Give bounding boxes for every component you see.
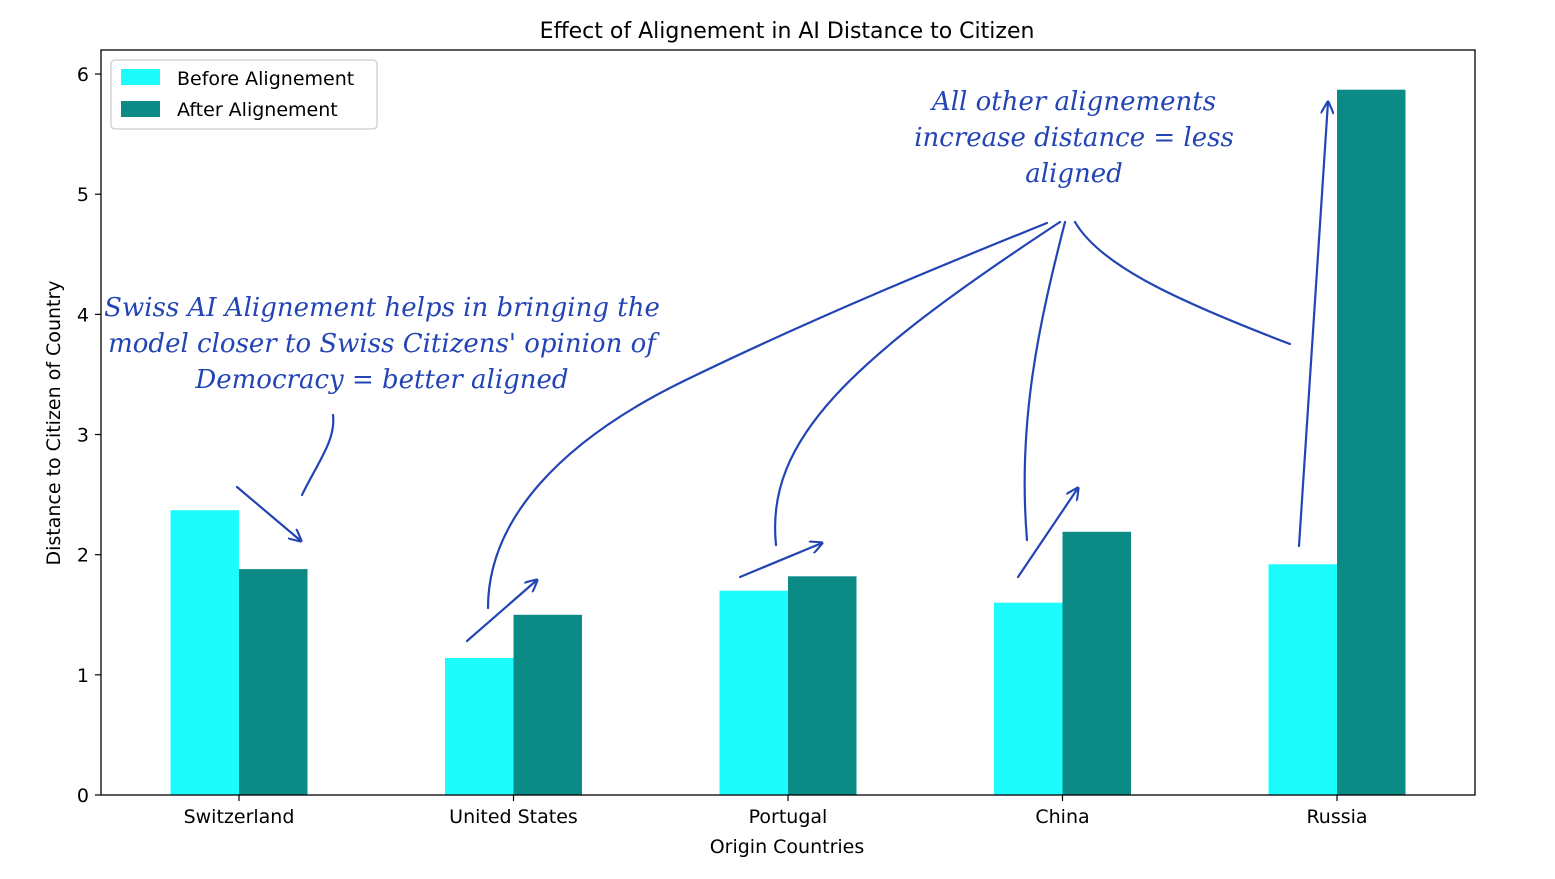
annotation-others-line-3: aligned (1025, 159, 1123, 189)
callout-curve-to-russia (1073, 220, 1292, 346)
x-tick-label-united-states: United States (449, 806, 578, 828)
bar-switzerland-after (239, 569, 308, 795)
y-tick-label-6: 6 (77, 64, 89, 86)
y-axis-label: Distance to Citizen of Country (43, 280, 65, 565)
bars-group (170, 89, 1406, 795)
x-tick-label-portugal: Portugal (749, 806, 828, 828)
legend-label-after: After Alignement (177, 99, 338, 121)
annotation-swiss: Swiss AI Alignement helps in bringing th… (104, 293, 660, 395)
bar-china-before (994, 602, 1063, 795)
annotation-swiss-line-3: Democracy = better aligned (194, 365, 568, 395)
bar-china-after (1062, 531, 1131, 795)
x-tick-label-russia: Russia (1306, 806, 1367, 828)
legend-label-before: Before Alignement (177, 68, 354, 90)
y-tick-label-4: 4 (77, 304, 89, 326)
annotation-others-line-1: All other alignements (930, 87, 1216, 117)
y-tick-label-5: 5 (77, 184, 89, 206)
annotation-others-line-2: increase distance = less (914, 123, 1234, 153)
legend: Before Alignement After Alignement (110, 59, 378, 130)
annotation-others: All other alignements increase distance … (914, 87, 1234, 189)
legend-swatch-after (121, 101, 160, 117)
y-tick-label-3: 3 (77, 425, 89, 447)
x-tick-label-china: China (1035, 806, 1089, 828)
bar-switzerland-before (170, 510, 239, 795)
arrow-portugal-increase (738, 543, 822, 579)
legend-frame (110, 59, 378, 130)
x-axis: Switzerland United States Portugal China Rus… (184, 795, 1368, 828)
y-tick-label-1: 1 (77, 665, 89, 687)
y-tick-label-0: 0 (77, 785, 89, 807)
arrow-china-increase (1016, 488, 1078, 579)
chart-title: Effect of Alignement in AI Distance to C… (540, 19, 1035, 44)
x-tick-label-switzerland: Switzerland (184, 806, 295, 828)
arrow-us-increase (465, 580, 537, 643)
y-tick-label-2: 2 (77, 545, 89, 567)
bar-russia-before (1268, 564, 1337, 795)
bar-portugal-after (788, 576, 857, 795)
bar-united-states-after (513, 614, 582, 795)
annotation-arrows (235, 102, 1328, 643)
callout-curve-to-portugal (773, 220, 1062, 547)
x-axis-label: Origin Countries (710, 836, 865, 858)
y-axis: 0 1 2 3 4 5 6 (77, 64, 101, 807)
callout-curve-to-china (1023, 220, 1067, 542)
bar-united-states-before (445, 658, 514, 795)
arrow-switzerland-decrease (235, 485, 301, 541)
annotation-swiss-line-1: Swiss AI Alignement helps in bringing th… (104, 293, 660, 323)
swiss-callout-curve (300, 413, 335, 497)
bar-portugal-before (719, 590, 788, 795)
bar-russia-after (1337, 89, 1406, 795)
legend-swatch-before (121, 69, 160, 85)
arrow-russia-increase (1297, 102, 1328, 548)
callout-curve-to-us (486, 221, 1049, 610)
annotation-swiss-line-2: model closer to Swiss Citizens' opinion … (108, 329, 660, 359)
